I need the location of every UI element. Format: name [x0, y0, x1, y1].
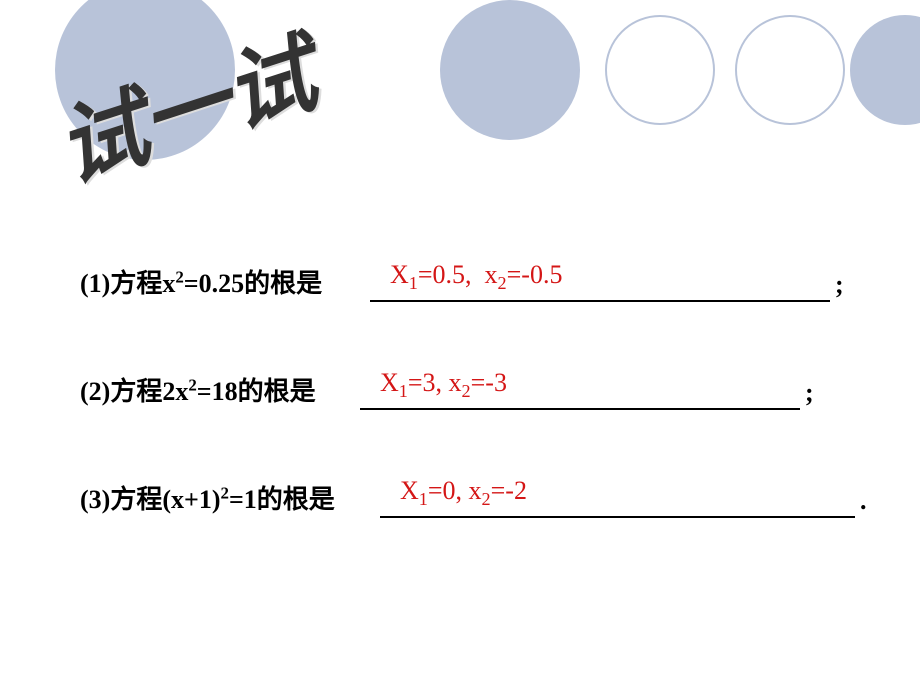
- end-punct: ;: [805, 378, 814, 408]
- end-punct: .: [860, 486, 867, 516]
- x1-val: =0,: [428, 476, 462, 505]
- equation-lhs: 2x: [162, 377, 188, 406]
- answer-underline: [380, 516, 855, 518]
- x1-val: =3,: [408, 368, 442, 397]
- problem-index: (2): [80, 377, 110, 406]
- circle-4: [735, 15, 845, 125]
- equation-rhs: =18: [197, 377, 238, 406]
- problem-prompt: (2)方程2x2=18的根是: [80, 371, 316, 408]
- x1-label: X: [390, 260, 409, 289]
- x2-label: x: [469, 476, 482, 505]
- prompt-suffix: 的根是: [238, 377, 316, 406]
- equation-lhs: x: [162, 269, 175, 298]
- equation-exp: 2: [220, 483, 228, 502]
- prompt-suffix: 的根是: [244, 269, 322, 298]
- x2-label: x: [449, 368, 462, 397]
- problem-row: (2)方程2x2=18的根是 X1=3, x2=-3 ;: [80, 368, 870, 408]
- x1-sub: 1: [409, 273, 418, 293]
- equation-rhs: =0.25: [184, 269, 244, 298]
- problem-prompt: (1)方程x2=0.25的根是: [80, 263, 322, 300]
- prompt-prefix: 方程: [110, 377, 162, 406]
- x2-sub: 2: [482, 489, 491, 509]
- problems-list: (1)方程x2=0.25的根是 X1=0.5, x2=-0.5 ; (2)方程2…: [80, 260, 870, 584]
- circle-3: [605, 15, 715, 125]
- problem-index: (1): [80, 269, 110, 298]
- x2-sub: 2: [498, 273, 507, 293]
- problem-answer: X1=0, x2=-2: [400, 476, 527, 510]
- x2-label: x: [485, 260, 498, 289]
- x2-val: =-3: [471, 368, 507, 397]
- x1-label: X: [400, 476, 419, 505]
- answer-underline: [360, 408, 800, 410]
- x1-label: X: [380, 368, 399, 397]
- equation-lhs: (x+1): [162, 485, 220, 514]
- prompt-prefix: 方程: [110, 485, 162, 514]
- problem-row: (1)方程x2=0.25的根是 X1=0.5, x2=-0.5 ;: [80, 260, 870, 300]
- end-punct: ;: [835, 270, 844, 300]
- x2-sub: 2: [462, 381, 471, 401]
- slide-title: 试一试: [48, 31, 326, 196]
- problem-answer: X1=0.5, x2=-0.5: [390, 260, 562, 294]
- problem-row: (3)方程(x+1)2=1的根是 X1=0, x2=-2 .: [80, 476, 870, 516]
- equation-exp: 2: [188, 375, 196, 394]
- prompt-prefix: 方程: [110, 269, 162, 298]
- x2-val: =-2: [491, 476, 527, 505]
- x1-sub: 1: [399, 381, 408, 401]
- equation-rhs: =1: [229, 485, 257, 514]
- x2-val: =-0.5: [507, 260, 563, 289]
- prompt-suffix: 的根是: [257, 485, 335, 514]
- x1-val: =0.5,: [418, 260, 478, 289]
- problem-index: (3): [80, 485, 110, 514]
- problem-answer: X1=3, x2=-3: [380, 368, 507, 402]
- answer-underline: [370, 300, 830, 302]
- x1-sub: 1: [419, 489, 428, 509]
- problem-prompt: (3)方程(x+1)2=1的根是: [80, 479, 335, 516]
- circle-5: [850, 15, 920, 125]
- circle-2: [440, 0, 580, 140]
- equation-exp: 2: [175, 267, 183, 286]
